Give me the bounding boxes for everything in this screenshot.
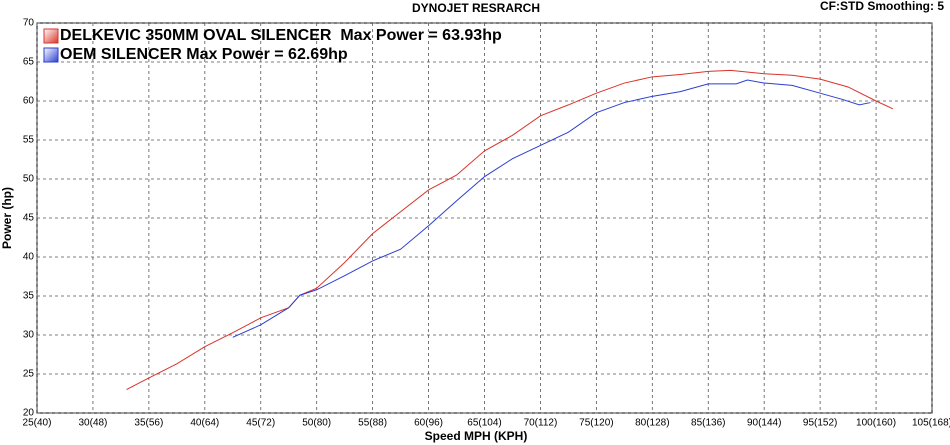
x-tick-label: 25(40) xyxy=(23,418,52,429)
x-tick-label: 65(104) xyxy=(467,418,501,429)
y-tick-label: 65 xyxy=(23,57,35,68)
x-tick-label: 105(168) xyxy=(912,418,950,429)
y-tick-label: 30 xyxy=(23,330,35,341)
series-line xyxy=(126,69,894,391)
legend-label: OEM SILENCER Max Power = 62.69hp xyxy=(60,46,348,63)
x-tick-label: 90(144) xyxy=(747,418,781,429)
chart-subtitle: CF:STD Smoothing: 5 xyxy=(820,0,944,13)
x-tick-label: 35(56) xyxy=(134,418,163,429)
x-axis-label: Speed MPH (KPH) xyxy=(425,429,528,443)
y-tick-label: 20 xyxy=(23,408,35,419)
y-tick-label: 35 xyxy=(23,291,35,302)
legend-swatch xyxy=(43,47,59,63)
x-tick-label: 70(112) xyxy=(524,418,558,429)
y-tick-label: 45 xyxy=(23,213,35,224)
y-tick-label: 40 xyxy=(23,252,35,263)
x-tick-label: 80(128) xyxy=(635,418,669,429)
y-tick-label: 55 xyxy=(23,135,35,146)
series-line xyxy=(232,79,871,338)
legend-swatch xyxy=(43,28,59,44)
x-tick-label: 45(72) xyxy=(246,418,275,429)
y-tick-label: 50 xyxy=(23,174,35,185)
legend-label: DELKEVIC 350MM OVAL SILENCER Max Power =… xyxy=(60,27,502,44)
x-tick-label: 60(96) xyxy=(414,418,443,429)
x-tick-label: 55(88) xyxy=(358,418,387,429)
x-tick-label: 50(80) xyxy=(302,418,331,429)
x-tick-label: 95(152) xyxy=(803,418,837,429)
chart-title: DYNOJET RESRARCH xyxy=(412,1,540,15)
x-tick-label: 75(120) xyxy=(579,418,613,429)
y-tick-label: 25 xyxy=(23,369,35,380)
x-tick-label: 85(136) xyxy=(691,418,725,429)
y-tick-label: 70 xyxy=(23,18,35,29)
x-tick-label: 40(64) xyxy=(190,418,219,429)
y-tick-label: 60 xyxy=(23,96,35,107)
x-tick-label: 30(48) xyxy=(78,418,107,429)
y-axis-label: Power (hp) xyxy=(0,187,14,249)
x-tick-label: 100(160) xyxy=(856,418,896,429)
